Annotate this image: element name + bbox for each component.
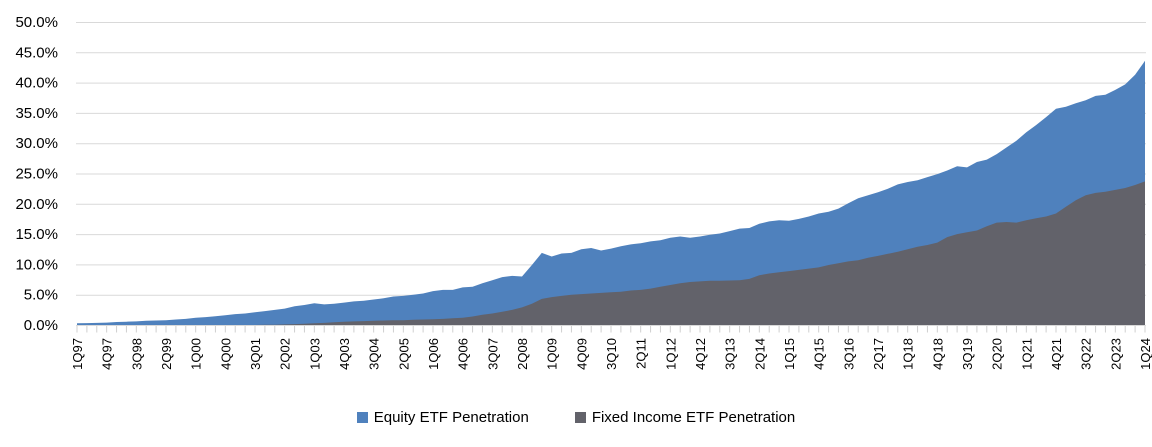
x-axis-tick-label: 2Q17	[871, 338, 886, 370]
x-axis-tick-label: 3Q22	[1079, 338, 1094, 370]
x-axis-tick-label: 4Q12	[693, 338, 708, 370]
x-axis-tick-label: 2Q23	[1108, 338, 1123, 370]
y-axis-tick-label: 40.0%	[15, 75, 58, 92]
x-axis-tick-label: 4Q18	[930, 338, 945, 370]
x-axis-tick-label: 3Q98	[129, 338, 144, 370]
y-axis-tick-label: 30.0%	[15, 135, 58, 152]
y-axis-tick-label: 50.0%	[15, 14, 58, 31]
legend-label-equity: Equity ETF Penetration	[373, 408, 529, 426]
legend-item-equity: Equity ETF Penetration	[356, 408, 529, 426]
x-axis-tick-label: 4Q97	[100, 338, 115, 370]
x-axis-tick-label: 1Q21	[1019, 338, 1034, 370]
x-axis-tick-label: 4Q15	[812, 338, 827, 370]
y-axis-tick-label: 25.0%	[15, 166, 58, 183]
x-axis-tick-label: 3Q07	[485, 338, 500, 370]
x-axis-tick-label: 3Q10	[604, 338, 619, 370]
x-axis-tick-label: 1Q15	[782, 338, 797, 370]
x-axis-tick-label: 3Q19	[960, 338, 975, 370]
x-axis-tick-label: 2Q02	[278, 338, 293, 370]
y-axis-tick-label: 15.0%	[15, 226, 58, 243]
x-axis-tick-label: 1Q03	[307, 338, 322, 370]
x-axis-tick-label: 1Q09	[545, 338, 560, 370]
x-axis-tick-label: 1Q12	[663, 338, 678, 370]
x-axis-tick-label: 2Q08	[515, 338, 530, 370]
y-axis-tick-label: 20.0%	[15, 196, 58, 213]
x-axis-tick-label: 4Q06	[456, 338, 471, 370]
etf-penetration-area-plot: 0.0% 5.0% 10.0% 15.0% 20.0% 25.0% 30.0% 35.0% 40…	[15, 14, 1152, 370]
y-axis-tick-label: 5.0%	[24, 287, 58, 304]
legend-label-fixed-income: Fixed Income ETF Penetration	[591, 408, 796, 426]
fixed-income-area	[77, 181, 1145, 325]
x-axis-tick-label: 3Q13	[723, 338, 738, 370]
equity-color-swatch	[356, 411, 368, 423]
x-axis-tick-label: 2Q14	[752, 338, 767, 370]
x-axis-tick-label: 1Q24	[1138, 338, 1152, 370]
x-axis-tick-label: 2Q20	[990, 338, 1005, 370]
y-axis-tick-label: 45.0%	[15, 44, 58, 61]
chart-legend: Equity ETF Penetration Fixed Income ETF …	[0, 407, 1152, 427]
x-axis-tick-label: 3Q04	[367, 338, 382, 370]
x-axis-tick-label: 4Q03	[337, 338, 352, 370]
x-axis-tick-label: 2Q05	[396, 338, 411, 370]
x-axis-tick-label: 2Q11	[634, 338, 649, 369]
x-axis-tick-label: 1Q00	[189, 338, 204, 370]
x-axis-tick-label: 3Q16	[841, 338, 856, 370]
x-axis-tick-label: 4Q09	[574, 338, 589, 370]
x-axis-tick-label: 1Q97	[70, 338, 85, 370]
x-axis-tick-label: 1Q18	[901, 338, 916, 370]
x-axis-tick-label: 1Q06	[426, 338, 441, 370]
x-axis-tick-label: 2Q99	[159, 338, 174, 370]
y-axis-tick-label: 10.0%	[15, 256, 58, 273]
y-axis-tick-label: 35.0%	[15, 105, 58, 122]
fixed-income-color-swatch	[574, 411, 586, 423]
y-axis-tick-label: 0.0%	[24, 317, 58, 334]
x-axis-tick-label: 4Q00	[218, 338, 233, 370]
legend-item-fixed-income: Fixed Income ETF Penetration	[574, 408, 796, 426]
x-axis-tick-label: 4Q21	[1049, 338, 1064, 370]
x-axis-tick-label: 3Q01	[248, 338, 263, 370]
